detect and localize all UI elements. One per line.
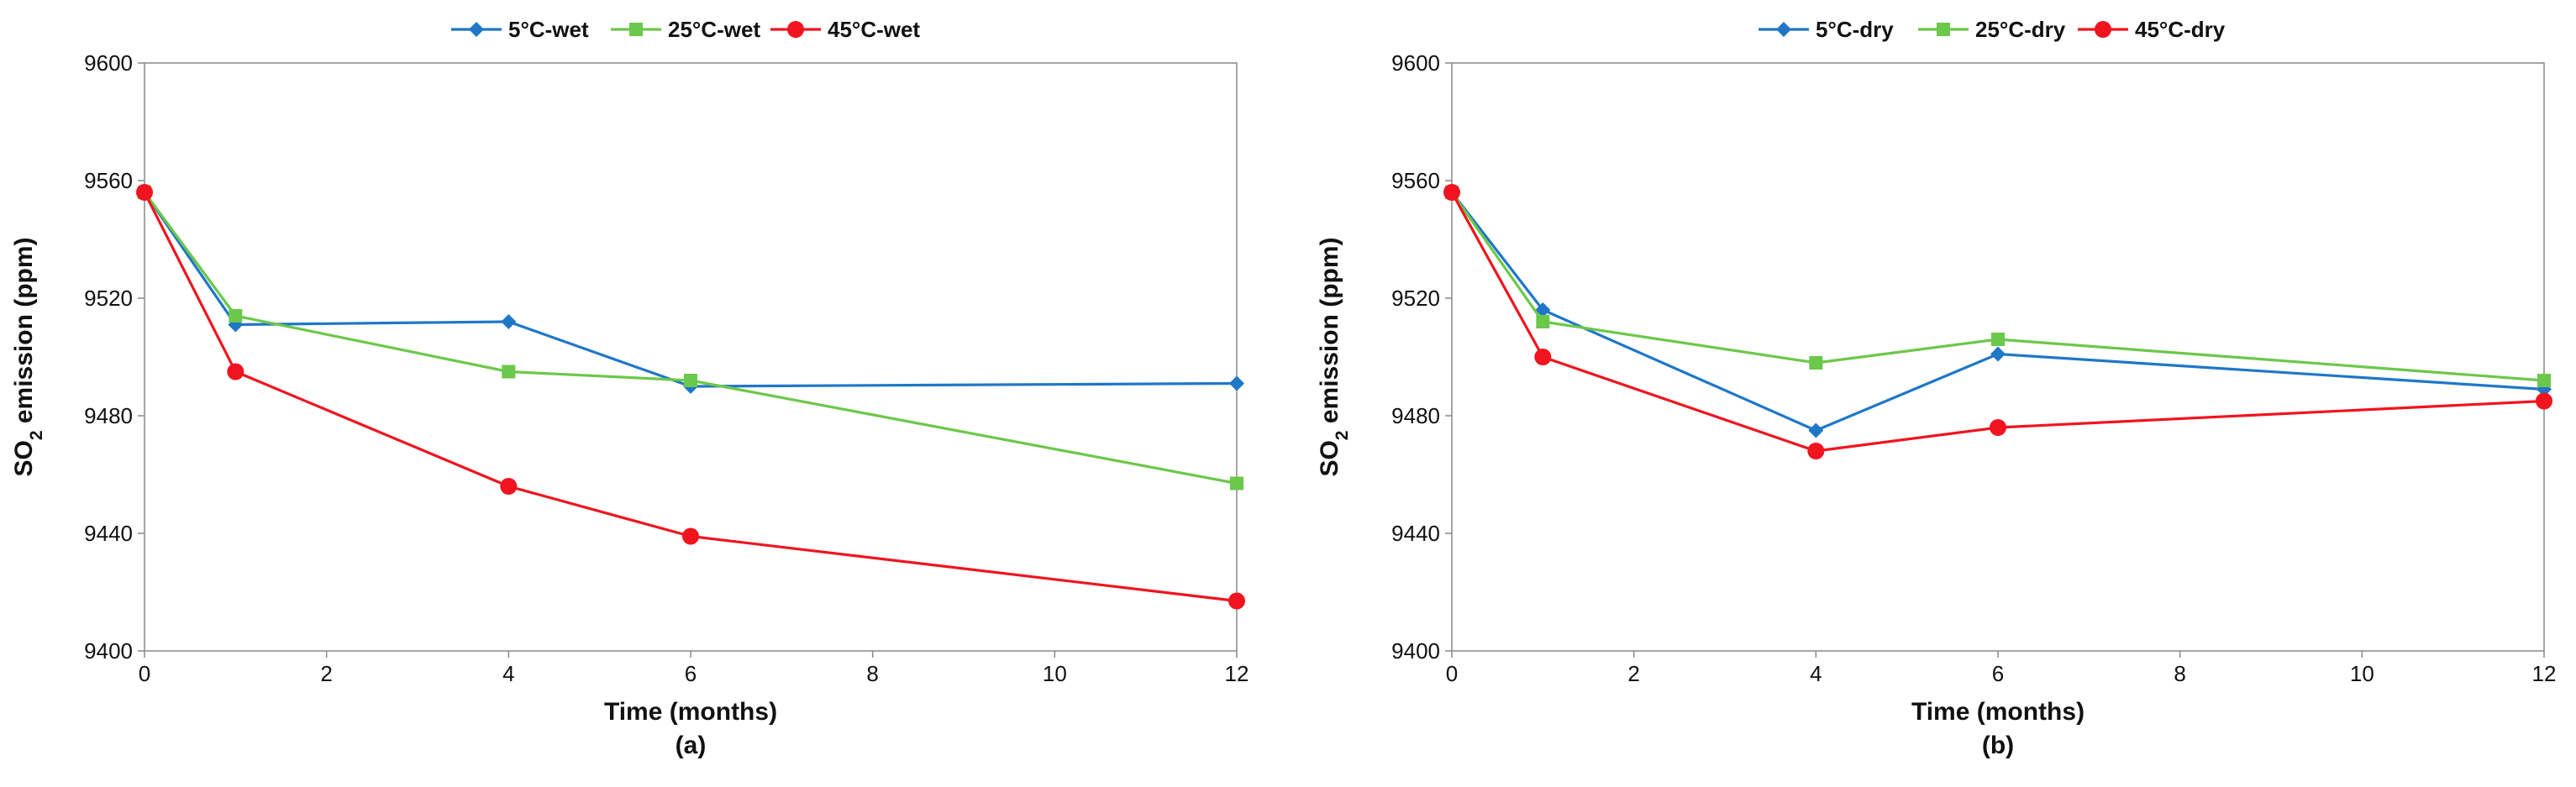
series-line [143, 192, 1238, 485]
series-3 [1443, 184, 2552, 459]
legend-marker [469, 22, 484, 37]
legend-item: 5°C-dry [1759, 17, 1894, 42]
legend-item: 25°C-dry [1918, 17, 2066, 42]
legend: 5°C-dry 25°C-dry 45°C-dry [1759, 17, 2226, 42]
data-point [682, 527, 699, 545]
y-tick-label: 9480 [84, 403, 133, 428]
plot-frame [144, 62, 1238, 652]
x-tick-label: 0 [139, 661, 150, 686]
chart-panel-a: 9400 9440 9480 9520 9560 9600 0 2 4 6 8 10 12 Time (m… [10, 17, 1249, 759]
x-tick-label: 10 [2350, 661, 2374, 686]
x-tick-label: 4 [502, 661, 514, 686]
y-tick-label: 9440 [1391, 521, 1440, 546]
x-axis-title: Time (months) [604, 698, 777, 726]
legend: 5°C-wet 25°C-wet 45°C-wet [451, 17, 920, 42]
series-3 [136, 184, 1245, 610]
data-point [229, 309, 243, 323]
legend-marker [1937, 23, 1950, 36]
data-point [1991, 333, 2005, 346]
chart-panel-b: 9400 9440 9480 9520 9560 9600 0 2 4 6 8 10 12 Time (m… [1316, 17, 2556, 759]
series-2 [138, 186, 1243, 491]
legend-label: 45°C-wet [828, 17, 920, 42]
x-tick-label: 8 [2174, 661, 2185, 686]
panel-label: (a) [676, 732, 707, 759]
legend-item: 5°C-wet [451, 17, 589, 42]
x-tick-label: 6 [685, 661, 697, 686]
panel-label: (b) [1982, 732, 2014, 759]
data-point [2536, 392, 2552, 410]
y-tick-label: 9560 [1391, 168, 1440, 193]
series-line [143, 192, 1238, 388]
data-point [1536, 315, 1550, 328]
x-tick-label: 4 [1810, 661, 1822, 686]
legend-label: 45°C-dry [2135, 17, 2226, 42]
data-point [1535, 302, 1551, 317]
series-line [1450, 192, 2545, 453]
data-point [1808, 422, 1824, 438]
y-tick-label: 9480 [1391, 403, 1440, 428]
series-1 [1444, 185, 2552, 438]
x-tick-label: 10 [1043, 661, 1067, 686]
data-point [2537, 374, 2551, 387]
x-tick-label: 2 [320, 661, 332, 686]
legend-marker [1776, 22, 1791, 37]
x-tick-label: 8 [866, 661, 878, 686]
x-tick-label: 12 [2532, 661, 2557, 686]
y-tick-label: 9400 [84, 638, 133, 664]
data-point [684, 374, 697, 387]
data-point [500, 478, 518, 495]
data-point [1443, 184, 1460, 201]
data-point [136, 184, 153, 201]
legend-label: 5°C-dry [1816, 17, 1894, 42]
data-point [501, 314, 517, 329]
y-tick-label: 9400 [1391, 638, 1440, 664]
series-1 [137, 185, 1244, 394]
legend-item: 45°C-dry [2078, 17, 2226, 42]
y-tick-label: 9600 [84, 50, 133, 76]
legend-item: 45°C-wet [770, 17, 920, 42]
legend-label: 5°C-wet [508, 17, 589, 42]
y-axis-title: SO2 emission (ppm) [1316, 237, 1352, 476]
data-point [1807, 443, 1825, 459]
data-point [1229, 375, 1244, 391]
y-tick-label: 9440 [84, 521, 133, 546]
legend-item: 25°C-wet [611, 17, 760, 42]
x-tick-label: 12 [1225, 661, 1249, 686]
data-point [1990, 346, 2006, 362]
y-tick-label: 9600 [1391, 50, 1440, 76]
data-point [1534, 349, 1552, 365]
x-axis-title: Time (months) [1911, 698, 2084, 726]
data-point [1809, 356, 1823, 370]
legend-label: 25°C-wet [668, 17, 760, 42]
data-point [502, 365, 516, 379]
data-point [1230, 476, 1243, 491]
y-tick-label: 9520 [84, 286, 133, 311]
legend-marker [2095, 21, 2111, 38]
x-tick-label: 2 [1627, 661, 1639, 686]
legend-label: 25°C-dry [1975, 17, 2066, 42]
data-point [1990, 419, 2006, 436]
series-line [1450, 192, 2545, 433]
data-point [227, 363, 244, 380]
x-tick-label: 6 [1992, 661, 2004, 686]
legend-marker [787, 21, 804, 38]
y-axis-title: SO2 emission (ppm) [10, 237, 46, 476]
x-tick-label: 0 [1446, 661, 1458, 686]
y-tick-label: 9560 [84, 168, 133, 193]
y-tick-label: 9520 [1391, 286, 1440, 311]
data-point [1228, 592, 1245, 610]
legend-marker [629, 23, 643, 36]
